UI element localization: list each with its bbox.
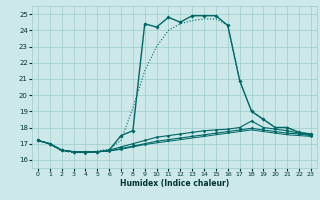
X-axis label: Humidex (Indice chaleur): Humidex (Indice chaleur) bbox=[120, 179, 229, 188]
